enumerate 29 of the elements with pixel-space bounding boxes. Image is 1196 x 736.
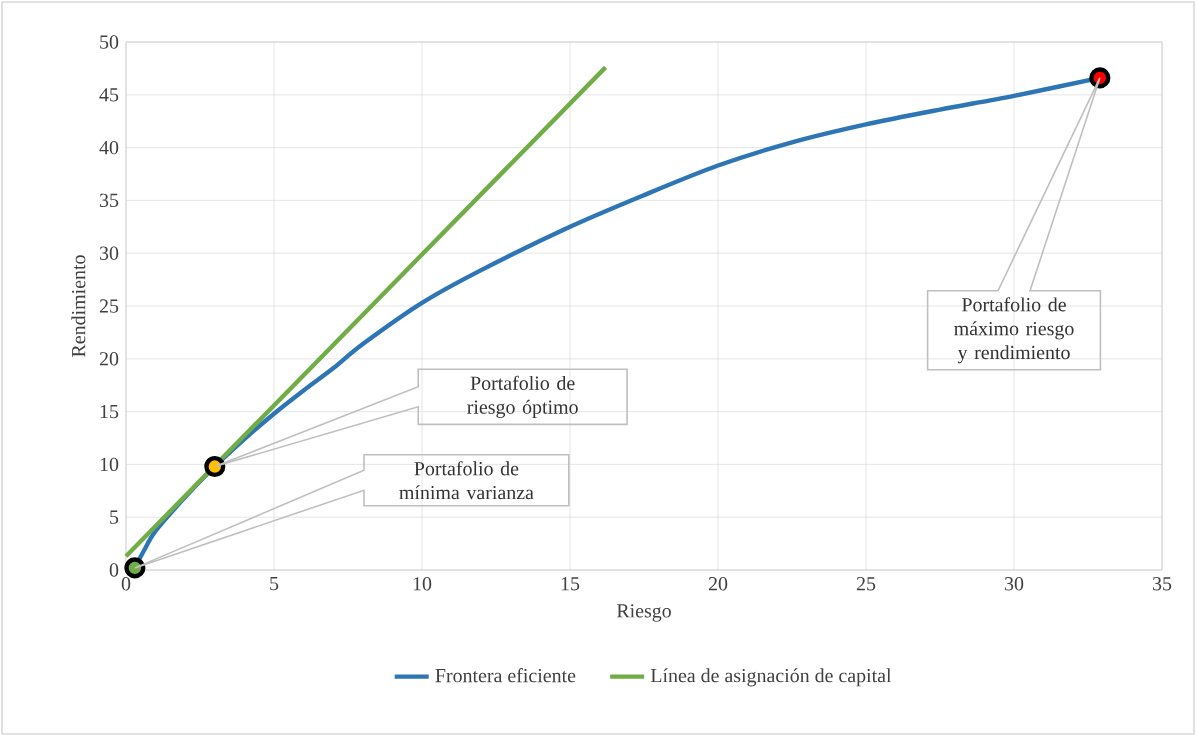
x-tick-label: 30 <box>1005 577 1024 591</box>
y-tick-label: 50 <box>100 35 119 49</box>
y-tick-label: 20 <box>99 352 119 366</box>
annotation: Portafolio de mínima varianza <box>399 461 534 500</box>
y-tick-label: 15 <box>100 404 119 419</box>
y-tick-label: 35 <box>100 193 119 208</box>
y-tick-label: 0 <box>109 563 119 577</box>
y-tick-label: 5 <box>110 510 119 524</box>
x-tick-label: 15 <box>561 577 580 591</box>
y-tick-label: 45 <box>99 88 119 102</box>
point <box>204 455 226 478</box>
y-tick-label: 30 <box>100 246 119 260</box>
point <box>1089 67 1111 89</box>
y-tick-label: 25 <box>99 299 119 313</box>
y-tick-label: 10 <box>100 457 119 472</box>
legend-label: Línea de asignación de capital <box>650 668 892 687</box>
x-tick-label: 0 <box>121 577 131 591</box>
x-tick-label: 5 <box>270 577 279 591</box>
point <box>124 557 146 579</box>
legend-label: Frontera eficiente <box>435 668 576 683</box>
y-tick-label: 40 <box>99 140 119 155</box>
x-tick-label: 35 <box>1153 577 1172 591</box>
x-axis-title: Riesgo <box>616 604 671 622</box>
annotation: Portafolio de máximo riesgo y rendimiento <box>954 297 1074 364</box>
x-tick-label: 20 <box>708 577 728 591</box>
x-tick-label: 25 <box>856 577 876 591</box>
x-tick-label: 10 <box>413 577 432 591</box>
y-axis-title: Rendimiento <box>71 255 86 357</box>
annotation: Portafolio de riesgo óptimo <box>467 375 578 418</box>
